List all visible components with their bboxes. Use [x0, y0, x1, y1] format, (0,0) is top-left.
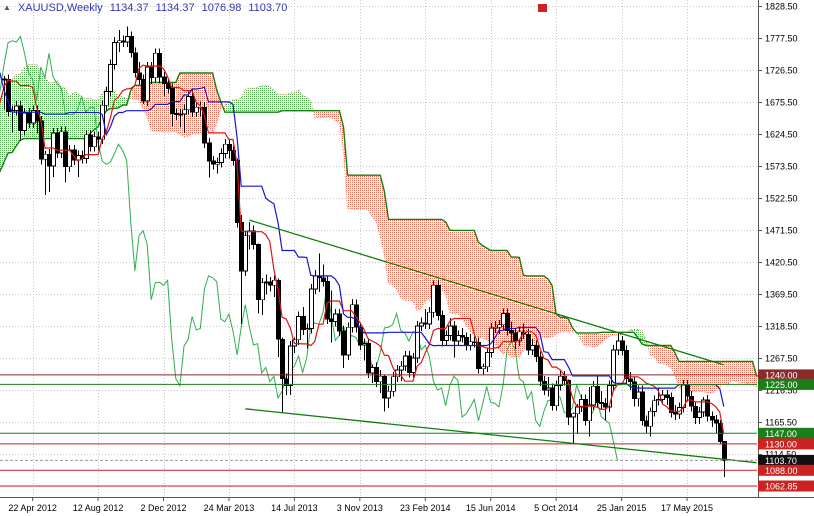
svg-text:1088.00: 1088.00 [765, 466, 798, 476]
price-tick-label: 1369.50 [765, 290, 798, 300]
trendline-descending-support[interactable] [245, 408, 757, 464]
ichimoku-cloud [0, 64, 758, 393]
price-tick-label: 1318.50 [765, 322, 798, 332]
date-tick-label: 2 Dec 2012 [140, 503, 186, 513]
price-tick-label: 1675.50 [765, 98, 798, 108]
price-label-1088.00: 1088.00 [758, 464, 814, 476]
price-label-1147.00: 1147.00 [758, 427, 814, 439]
price-tick-label: 1624.50 [765, 130, 798, 140]
chart-plot-area[interactable] [0, 0, 757, 497]
svg-text:1103.70: 1103.70 [765, 456, 797, 466]
price-tick-label: 1828.50 [765, 2, 798, 12]
price-tick-label: 1165.50 [765, 418, 797, 428]
price-label-1130.00: 1130.00 [758, 438, 814, 450]
date-tick-label: 24 Mar 2013 [204, 503, 255, 513]
date-tick-label: 22 Apr 2012 [8, 503, 57, 513]
price-tick-label: 1114.50 [765, 450, 796, 460]
trendline-descending-resistance[interactable] [249, 219, 724, 366]
price-tick-label: 1216.50 [765, 386, 798, 396]
price-tick-label: 1267.50 [765, 354, 798, 364]
price-label-1240.00: 1240.00 [758, 369, 814, 381]
one-click-trading-toggle-icon[interactable]: ▲ [3, 3, 11, 12]
chikou-span-line [0, 35, 618, 461]
price-label-1103.70: 1103.70 [758, 454, 814, 466]
price-tick-label: 1522.50 [765, 194, 798, 204]
price-tick-label: 1471.50 [765, 226, 798, 236]
senkou-span-a-line [0, 64, 758, 394]
price-tick-label: 1777.50 [765, 34, 798, 44]
symbol-period-label: XAUUSD,Weekly [17, 2, 103, 14]
tenkan-sen-line [0, 64, 725, 435]
quote-open: 1134.37 [109, 2, 149, 14]
date-tick-label: 17 May 2015 [661, 503, 713, 513]
svg-text:1130.00: 1130.00 [765, 439, 797, 449]
date-tick-label: 3 Nov 2013 [337, 503, 383, 513]
date-tick-label: 5 Oct 2014 [534, 503, 578, 513]
date-tick-label: 15 Jun 2014 [466, 503, 516, 513]
date-tick-label: 25 Jan 2015 [597, 503, 647, 513]
svg-text:1225.00: 1225.00 [765, 380, 798, 390]
svg-text:1240.00: 1240.00 [765, 370, 798, 380]
price-label-1225.00: 1225.00 [758, 378, 814, 390]
svg-text:1147.00: 1147.00 [765, 429, 797, 439]
date-tick-label: 12 Aug 2012 [73, 503, 124, 513]
date-tick-label: 14 Jul 2013 [271, 503, 318, 513]
quote-high: 1134.37 [155, 2, 195, 14]
time-axis[interactable] [0, 498, 757, 516]
price-tick-label: 1420.50 [765, 258, 798, 268]
price-tick-label: 1726.50 [765, 66, 798, 76]
senkou-span-b-line [0, 72, 758, 377]
quote-low: 1076.98 [201, 2, 242, 14]
red-marker[interactable] [538, 4, 547, 12]
quote-close: 1103.70 [248, 2, 288, 14]
chart-header: ▲ XAUUSD,Weekly 1134.37 1134.37 1076.98 … [3, 2, 287, 14]
svg-text:1062.85: 1062.85 [765, 482, 798, 492]
date-tick-label: 23 Feb 2014 [400, 503, 451, 513]
kijun-sen-line [0, 72, 725, 407]
price-label-1062.85: 1062.85 [758, 480, 814, 492]
plot-layer [0, 4, 758, 487]
candles-layer [2, 26, 727, 478]
price-axis[interactable] [759, 0, 814, 497]
price-tick-label: 1573.50 [765, 162, 798, 172]
